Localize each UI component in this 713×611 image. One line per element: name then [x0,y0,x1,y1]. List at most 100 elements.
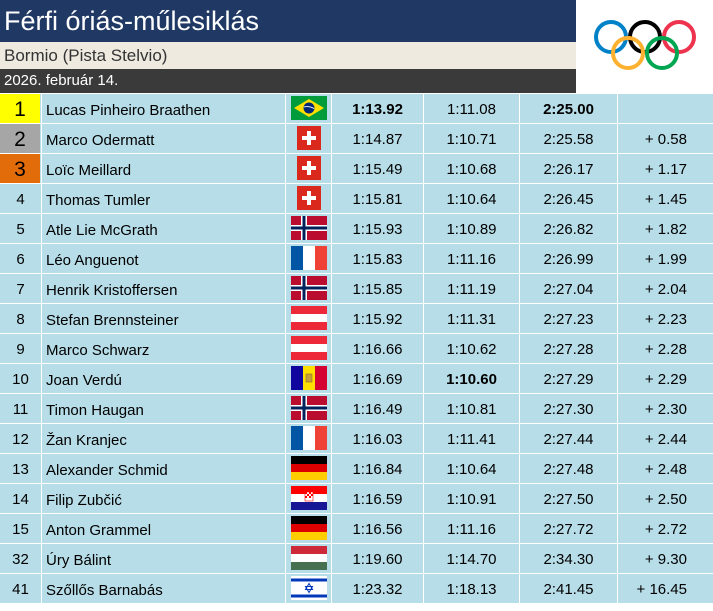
rank-cell: 15 [0,514,42,543]
time-difference: + 2.23 [644,311,687,328]
run2-time: 1:10.71 [424,124,520,153]
time-difference: + 2.30 [644,401,687,418]
total-time: 2:27.72 [520,514,618,543]
flag-cell [286,454,332,483]
athlete-name: Anton Grammel [42,514,286,543]
total-time: 2:27.44 [520,424,618,453]
time-difference: + 2.28 [644,341,687,358]
run2-time: 1:14.70 [424,544,520,573]
rank-cell: 14 [0,484,42,513]
athlete-name: Lucas Pinheiro Braathen [42,94,286,123]
flag-cell [286,214,332,243]
flag-cell [286,394,332,423]
run2-time: 1:10.68 [424,154,520,183]
run1-time: 1:15.81 [332,184,424,213]
brazil-flag-icon [291,96,327,120]
time-difference: + 16.45 [636,581,687,598]
flag-cell [286,94,332,123]
run2-time: 1:11.16 [424,514,520,543]
flag-cell [286,124,332,153]
rank-cell: 32 [0,544,42,573]
table-row: 5 Atle Lie McGrath 1:15.93 1:10.89 2:26.82 + … [0,214,713,244]
date-label: 2026. február 14. [0,69,576,93]
run1-time: 1:23.32 [332,574,424,603]
athlete-name: Stefan Brennsteiner [42,304,286,333]
table-row: 4 Thomas Tumler 1:15.81 1:10.64 2:26.45 + 1.4… [0,184,713,214]
run2-time: 1:11.41 [424,424,520,453]
table-row: 11 Timon Haugan 1:16.49 1:10.81 2:27.30 + 2.3… [0,394,713,424]
athlete-name: Marco Schwarz [42,334,286,363]
time-difference: + 2.72 [644,521,687,538]
table-row: 12 Žan Kranjec 1:16.03 1:11.41 2:27.44 + 2.44 [0,424,713,454]
time-difference: + 2.04 [644,281,687,298]
table-row: 14 Filip Zubčić 1:16.59 1:10.91 2:27.50 + 2.5… [0,484,713,514]
run2-time: 1:10.62 [424,334,520,363]
run1-time: 1:16.03 [332,424,424,453]
table-row: 1 Lucas Pinheiro Braathen 1:13.92 1:11.08 2:… [0,94,713,124]
athlete-name: Joan Verdú [42,364,286,393]
run1-time: 1:19.60 [332,544,424,573]
table-row: 8 Stefan Brennsteiner 1:15.92 1:11.31 2:27.2… [0,304,713,334]
time-difference [618,94,713,123]
athlete-name: Loïc Meillard [42,154,286,183]
flag-cell [286,364,332,393]
austria-flag-icon [291,336,327,360]
flag-cell [286,514,332,543]
run1-time: 1:14.87 [332,124,424,153]
rank-cell: 1 [0,94,42,123]
venue-label: Bormio (Pista Stelvio) [0,42,576,69]
rank-cell: 3 [0,154,42,183]
table-row: 13 Alexander Schmid 1:16.84 1:10.64 2:27.48 +… [0,454,713,484]
total-time: 2:25.00 [520,94,618,123]
flag-cell [286,274,332,303]
table-row: 32 Úry Bálint 1:19.60 1:14.70 2:34.30 + 9.30 [0,544,713,574]
germany-flag-icon [291,516,327,540]
run1-time: 1:15.83 [332,244,424,273]
table-row: 15 Anton Grammel 1:16.56 1:11.16 2:27.72 + 2.… [0,514,713,544]
table-row: 6 Léo Anguenot 1:15.83 1:11.16 2:26.99 + 1.99 [0,244,713,274]
athlete-name: Atle Lie McGrath [42,214,286,243]
run2-time: 1:11.19 [424,274,520,303]
table-row: 41 Szőllős Barnabás 1:23.32 1:18.13 2:41.45 +… [0,574,713,604]
athlete-name: Alexander Schmid [42,454,286,483]
run1-time: 1:15.92 [332,304,424,333]
time-difference: + 1.99 [644,251,687,268]
time-difference: + 1.82 [644,221,687,238]
olympic-rings-logo [594,20,696,70]
germany-flag-icon [291,456,327,480]
flag-cell [286,244,332,273]
flag-cell [286,154,332,183]
total-time: 2:27.04 [520,274,618,303]
time-difference: + 1.17 [644,161,687,178]
silver-medal-badge: 2 [0,124,40,153]
run1-time: 1:16.69 [332,364,424,393]
run2-time: 1:10.60 [424,364,520,393]
run1-time: 1:15.49 [332,154,424,183]
total-time: 2:27.29 [520,364,618,393]
flag-cell [286,424,332,453]
france-flag-icon [291,426,327,450]
run2-time: 1:11.31 [424,304,520,333]
run2-time: 1:10.91 [424,484,520,513]
time-difference: + 2.44 [644,431,687,448]
time-difference: + 2.29 [644,371,687,388]
rank-cell: 41 [0,574,42,603]
rank-cell: 12 [0,424,42,453]
andorra-flag-icon [291,366,327,390]
gold-medal-badge: 1 [0,94,40,123]
table-row: 10 Joan Verdú 1:16.69 1:10.60 2:27.29 + 2.29 [0,364,713,394]
switzerland-flag-icon [291,156,327,180]
rank-cell: 6 [0,244,42,273]
athlete-name: Thomas Tumler [42,184,286,213]
hungary-flag-icon [291,546,327,570]
page-title: Férfi óriás-műlesiklás [0,0,576,42]
athlete-name: Filip Zubčić [42,484,286,513]
rank-cell: 10 [0,364,42,393]
run2-time: 1:10.64 [424,454,520,483]
time-difference: + 2.48 [644,461,687,478]
athlete-name: Henrik Kristoffersen [42,274,286,303]
total-time: 2:27.48 [520,454,618,483]
run1-time: 1:16.56 [332,514,424,543]
flag-cell [286,184,332,213]
run2-time: 1:10.81 [424,394,520,423]
